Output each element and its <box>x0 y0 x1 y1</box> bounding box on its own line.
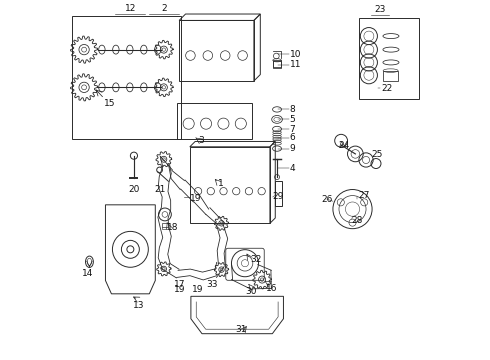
Text: 16: 16 <box>266 284 277 293</box>
Bar <box>273 61 281 68</box>
Text: 4: 4 <box>290 164 295 173</box>
Text: 7: 7 <box>290 125 295 134</box>
Bar <box>190 147 270 223</box>
Bar <box>383 71 398 81</box>
Text: 23: 23 <box>374 5 386 14</box>
Text: 14: 14 <box>82 269 93 278</box>
Bar <box>162 222 168 227</box>
Text: 21: 21 <box>154 185 166 194</box>
Bar <box>359 18 419 99</box>
Text: 27: 27 <box>358 191 369 200</box>
Text: 24: 24 <box>338 140 349 149</box>
Text: 33: 33 <box>207 280 218 289</box>
Text: 3: 3 <box>198 135 204 144</box>
Text: 28: 28 <box>352 216 363 225</box>
Text: 19: 19 <box>190 194 201 203</box>
Text: 8: 8 <box>290 105 295 114</box>
Text: 32: 32 <box>250 255 261 264</box>
Text: 6: 6 <box>290 134 295 143</box>
Text: 12: 12 <box>124 4 136 13</box>
Text: 31: 31 <box>235 325 246 334</box>
Text: 19: 19 <box>192 284 203 293</box>
Text: 18: 18 <box>167 223 178 232</box>
Text: 13: 13 <box>132 301 144 310</box>
Text: 19: 19 <box>174 284 185 293</box>
Text: 20: 20 <box>128 185 140 194</box>
Text: 10: 10 <box>290 50 301 59</box>
Text: 15: 15 <box>104 99 116 108</box>
Text: 29: 29 <box>273 193 284 202</box>
Text: 26: 26 <box>321 195 333 204</box>
Bar <box>179 21 254 81</box>
Bar <box>177 103 252 139</box>
Text: 5: 5 <box>290 115 295 124</box>
Text: 22: 22 <box>381 84 392 93</box>
Text: 25: 25 <box>371 150 382 159</box>
Text: 9: 9 <box>290 144 295 153</box>
Text: 11: 11 <box>290 60 301 69</box>
Text: 30: 30 <box>245 287 257 296</box>
Text: 1: 1 <box>219 179 224 188</box>
Bar <box>273 60 281 67</box>
Bar <box>274 181 282 206</box>
Bar <box>73 16 181 139</box>
Text: 17: 17 <box>174 280 185 289</box>
Text: 2: 2 <box>161 4 167 13</box>
